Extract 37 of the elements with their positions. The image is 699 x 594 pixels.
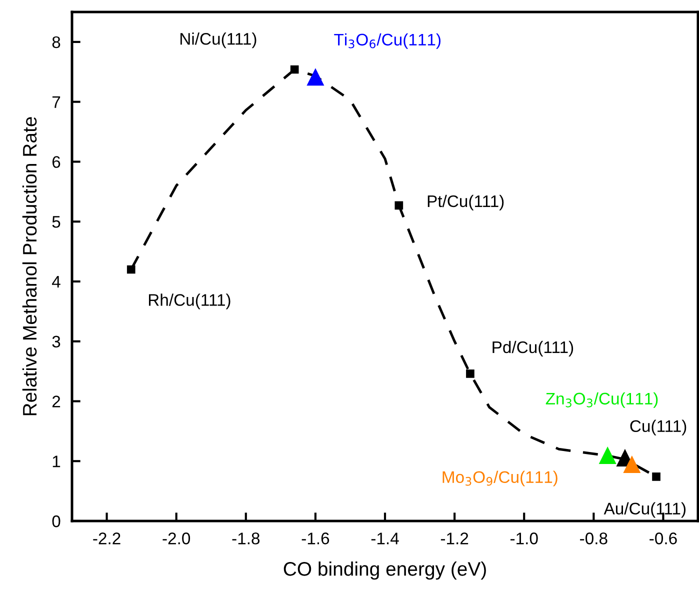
x-tick-label: -1.6: [302, 532, 330, 544]
y-tick-label: 8: [52, 36, 60, 48]
series-label: Rh/Cu(111): [148, 294, 230, 310]
y-tick-label: 6: [52, 156, 60, 168]
y-tick-label: 1: [52, 456, 60, 468]
y-tick-label: 5: [52, 216, 60, 228]
x-tick-label: -1.8: [232, 532, 260, 544]
series-label: Pd/Cu(111): [492, 340, 574, 356]
series-label: Pt/Cu(111): [428, 194, 504, 210]
x-tick-label: -1.0: [510, 532, 538, 544]
series-label: Cu(111): [630, 420, 686, 436]
series-label: Au/Cu(111): [604, 502, 686, 518]
x-tick-label: -0.6: [650, 532, 677, 544]
x-tick-label: -0.8: [580, 532, 608, 544]
x-tick-label: -2.0: [162, 532, 190, 544]
point: [394, 201, 404, 210]
series-label: Ti$_{3}$O$_{6}$/Cu(111): [334, 33, 440, 49]
point: [599, 447, 616, 464]
y-tick-label: 7: [52, 96, 60, 108]
y-tick-label: 4: [52, 276, 60, 288]
point: [624, 456, 640, 474]
x-axis-title: CO binding energy (eV): [284, 562, 486, 580]
point: [307, 68, 324, 86]
point: [290, 65, 299, 74]
y-tick-label: 0: [52, 515, 60, 528]
point: [466, 370, 474, 378]
x-tick-label: -1.4: [371, 532, 399, 544]
y-tick-label: 2: [52, 396, 60, 408]
text: Ni/Cu(111): [180, 32, 256, 48]
text: Mo$_{3}$O$_{9}$/Cu(111): [442, 470, 558, 486]
x-tick-label: -1.2: [440, 532, 468, 544]
point: [126, 265, 136, 274]
text: Zn$_{3}$O$_{3}$/Cu(111): [546, 392, 658, 408]
y-axis-title: Relative Methanol Production Rate: [22, 117, 37, 416]
x-tick-label: -2.2: [93, 532, 120, 544]
y-tick-label: 3: [52, 336, 60, 348]
point: [652, 472, 660, 481]
